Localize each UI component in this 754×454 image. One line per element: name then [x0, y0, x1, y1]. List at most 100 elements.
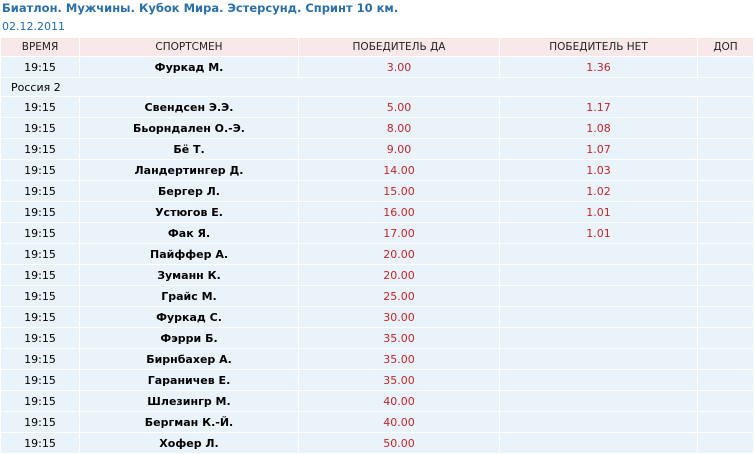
table-row: 19:15 Пайффер А. 20.00: [1, 244, 753, 264]
odds-table: ВРЕМЯ СПОРТСМЕН ПОБЕДИТЕЛЬ ДА ПОБЕДИТЕЛЬ…: [0, 37, 754, 454]
extra-cell: [698, 57, 753, 77]
athlete-name: Бирнбахер А.: [80, 349, 298, 369]
athlete-name: Гараничев Е.: [80, 370, 298, 390]
table-row: 19:15 Фуркад С. 30.00: [1, 307, 753, 327]
time-cell: 19:15: [1, 286, 79, 306]
odds-winner-yes[interactable]: 8.00: [299, 118, 499, 138]
table-row: 19:15 Бьорндален О.-Э. 8.00 1.08: [1, 118, 753, 138]
table-row: 19:15 Гараничев Е. 35.00: [1, 370, 753, 390]
extra-cell: [698, 349, 753, 369]
time-cell: 19:15: [1, 349, 79, 369]
odds-winner-yes[interactable]: 50.00: [299, 433, 499, 453]
extra-cell: [698, 265, 753, 285]
odds-winner-no[interactable]: 1.36: [500, 57, 697, 77]
athlete-name: Хофер Л.: [80, 433, 298, 453]
athlete-name: Ландертингер Д.: [80, 160, 298, 180]
odds-winner-no[interactable]: [500, 328, 697, 348]
odds-winner-yes[interactable]: 16.00: [299, 202, 499, 222]
odds-winner-yes[interactable]: 20.00: [299, 265, 499, 285]
odds-winner-no[interactable]: [500, 307, 697, 327]
extra-cell: [698, 307, 753, 327]
odds-winner-no[interactable]: 1.01: [500, 223, 697, 243]
extra-cell: [698, 391, 753, 411]
athlete-name: Устюгов Е.: [80, 202, 298, 222]
athlete-name: Бергер Л.: [80, 181, 298, 201]
odds-winner-no[interactable]: 1.03: [500, 160, 697, 180]
odds-winner-yes[interactable]: 40.00: [299, 391, 499, 411]
page-title: Биатлон. Мужчины. Кубок Мира. Эстерсунд.…: [2, 1, 399, 15]
odds-winner-yes[interactable]: 35.00: [299, 349, 499, 369]
odds-winner-yes[interactable]: 35.00: [299, 370, 499, 390]
athlete-name: Грайс М.: [80, 286, 298, 306]
odds-winner-yes[interactable]: 5.00: [299, 97, 499, 117]
odds-winner-no[interactable]: 1.17: [500, 97, 697, 117]
time-cell: 19:15: [1, 391, 79, 411]
odds-winner-no[interactable]: [500, 370, 697, 390]
time-cell: 19:15: [1, 223, 79, 243]
table-row: 19:15 Фэрри Б. 35.00: [1, 328, 753, 348]
odds-winner-no[interactable]: 1.08: [500, 118, 697, 138]
odds-winner-yes[interactable]: 25.00: [299, 286, 499, 306]
table-row: 19:15 Фуркад М. 3.00 1.36: [1, 57, 753, 77]
athlete-name: Фуркад С.: [80, 307, 298, 327]
time-cell: 19:15: [1, 412, 79, 432]
column-header-time: ВРЕМЯ: [1, 38, 79, 56]
odds-winner-yes[interactable]: 9.00: [299, 139, 499, 159]
athlete-name: Шлезингр М.: [80, 391, 298, 411]
table-row: 19:15 Фак Я. 17.00 1.01: [1, 223, 753, 243]
extra-cell: [698, 433, 753, 453]
athlete-name: Бьорндален О.-Э.: [80, 118, 298, 138]
extra-cell: [698, 181, 753, 201]
athlete-name: Бё Т.: [80, 139, 298, 159]
athlete-name: Фэрри Б.: [80, 328, 298, 348]
odds-winner-no[interactable]: [500, 433, 697, 453]
athlete-name: Пайффер А.: [80, 244, 298, 264]
table-row: 19:15 Бергер Л. 15.00 1.02: [1, 181, 753, 201]
time-cell: 19:15: [1, 307, 79, 327]
odds-winner-yes[interactable]: 15.00: [299, 181, 499, 201]
odds-winner-no[interactable]: 1.02: [500, 181, 697, 201]
extra-cell: [698, 139, 753, 159]
odds-winner-no[interactable]: [500, 244, 697, 264]
odds-winner-no[interactable]: [500, 265, 697, 285]
athlete-name: Бергман К.-Й.: [80, 412, 298, 432]
odds-winner-yes[interactable]: 30.00: [299, 307, 499, 327]
column-header-extra: ДОП: [698, 38, 753, 56]
time-cell: 19:15: [1, 328, 79, 348]
odds-winner-yes[interactable]: 14.00: [299, 160, 499, 180]
time-cell: 19:15: [1, 97, 79, 117]
time-cell: 19:15: [1, 181, 79, 201]
athlete-name: Свендсен Э.Э.: [80, 97, 298, 117]
odds-winner-no[interactable]: 1.01: [500, 202, 697, 222]
athlete-name: Фак Я.: [80, 223, 298, 243]
column-header-athlete: СПОРТСМЕН: [80, 38, 298, 56]
extra-cell: [698, 370, 753, 390]
extra-cell: [698, 244, 753, 264]
odds-winner-yes[interactable]: 3.00: [299, 57, 499, 77]
table-row: 19:15 Зуманн К. 20.00: [1, 265, 753, 285]
table-row: 19:15 Ландертингер Д. 14.00 1.03: [1, 160, 753, 180]
odds-winner-no[interactable]: [500, 349, 697, 369]
odds-winner-yes[interactable]: 40.00: [299, 412, 499, 432]
event-date: 02.12.2011: [2, 20, 65, 33]
odds-winner-yes[interactable]: 20.00: [299, 244, 499, 264]
odds-winner-no[interactable]: 1.07: [500, 139, 697, 159]
athlete-name: Зуманн К.: [80, 265, 298, 285]
table-row: 19:15 Бергман К.-Й. 40.00: [1, 412, 753, 432]
column-header-winner-no: ПОБЕДИТЕЛЬ НЕТ: [500, 38, 697, 56]
athlete-name: Фуркад М.: [80, 57, 298, 77]
odds-winner-yes[interactable]: 35.00: [299, 328, 499, 348]
extra-cell: [698, 328, 753, 348]
extra-cell: [698, 160, 753, 180]
table-row: 19:15 Устюгов Е. 16.00 1.01: [1, 202, 753, 222]
odds-winner-yes[interactable]: 17.00: [299, 223, 499, 243]
group-label: Россия 2: [1, 78, 753, 96]
table-row: 19:15 Шлезингр М. 40.00: [1, 391, 753, 411]
time-cell: 19:15: [1, 244, 79, 264]
table-row: 19:15 Бирнбахер А. 35.00: [1, 349, 753, 369]
odds-winner-no[interactable]: [500, 412, 697, 432]
time-cell: 19:15: [1, 118, 79, 138]
time-cell: 19:15: [1, 160, 79, 180]
odds-winner-no[interactable]: [500, 286, 697, 306]
odds-winner-no[interactable]: [500, 391, 697, 411]
